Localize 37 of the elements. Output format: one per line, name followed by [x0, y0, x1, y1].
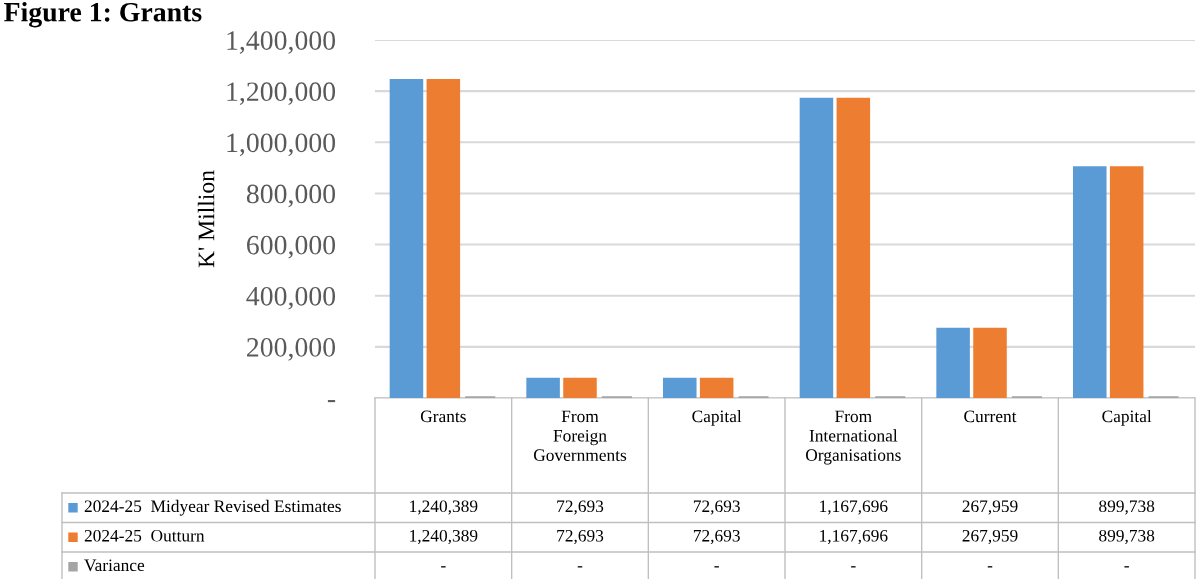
y-axis-title: K' Million [197, 170, 215, 268]
data-label: - [987, 566, 993, 568]
y-tick-label: 400,000 [246, 286, 336, 310]
legend-label: 2024-25 Outturn [84, 529, 205, 542]
data-label: 899,738 [1099, 529, 1155, 545]
y-tick-label: 200,000 [247, 338, 336, 361]
data-label: - [1124, 566, 1129, 568]
x-tick-label: Current [964, 410, 1017, 423]
data-label: 267,959 [962, 529, 1018, 545]
data-label: 1,167,696 [820, 500, 888, 515]
data-label: 72,693 [693, 500, 740, 515]
y-tick-label: 1,000,000 [227, 133, 336, 157]
data-label: 72,693 [693, 529, 740, 545]
x-tick-label: From Foreign Governments [533, 410, 627, 461]
text: Figure 1: Grants [4, 2, 202, 28]
legend-label: 2024-25 Midyear Revised Estimates [84, 499, 341, 516]
data-label: 899,738 [1099, 500, 1155, 515]
data-label: - [577, 566, 583, 568]
y-tick-label: 1,200,000 [227, 82, 336, 106]
legend-label: Variance [84, 559, 145, 572]
y-tick-label: 1,400,000 [227, 31, 336, 54]
data-label: 267,959 [962, 500, 1018, 515]
y-tick-label: 800,000 [246, 184, 336, 208]
data-label: 1,167,696 [820, 529, 888, 545]
x-tick-label: Grants [420, 410, 466, 423]
data-label: 1,240,389 [410, 529, 478, 545]
x-tick-label: Capital [1102, 410, 1152, 426]
x-tick-label: Capital [692, 410, 742, 426]
x-tick-label: From International Organisations [805, 410, 901, 465]
y-tick-label: - [327, 400, 336, 403]
y-tick-label: 600,000 [247, 235, 336, 259]
data-label: - [714, 566, 719, 568]
data-label: 72,693 [557, 500, 604, 515]
data-label: - [441, 566, 446, 568]
data-label: 1,240,389 [410, 500, 478, 515]
data-label: - [851, 566, 856, 568]
data-label: 72,693 [557, 529, 604, 545]
